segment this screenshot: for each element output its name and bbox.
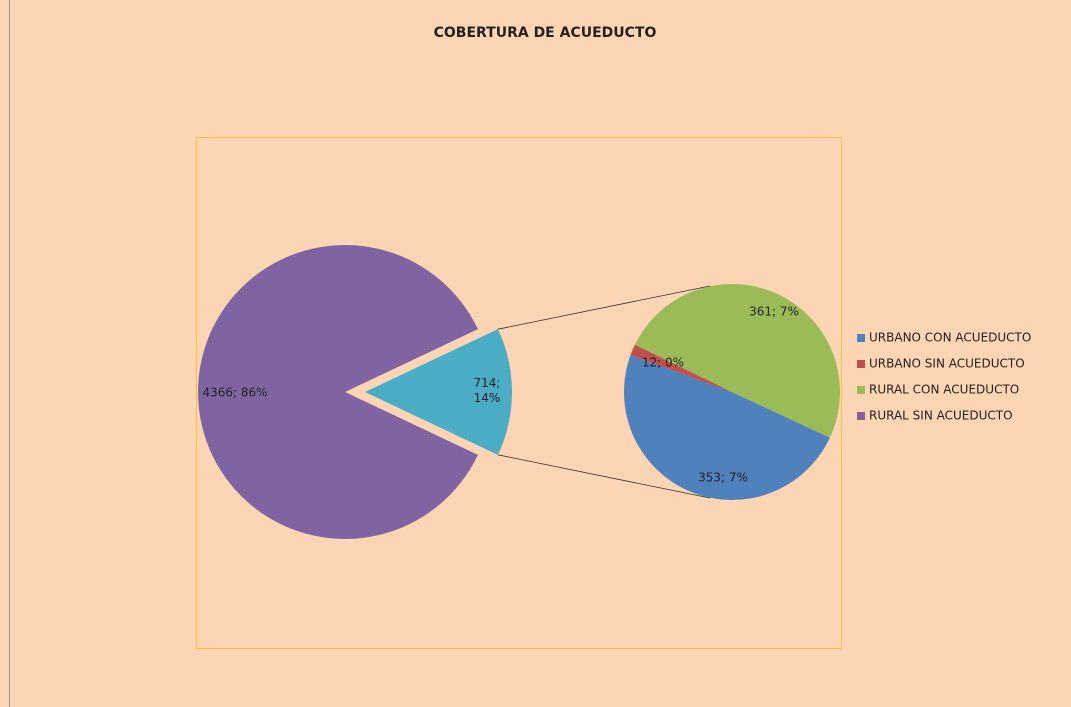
pie-slice bbox=[624, 354, 830, 500]
data-label: 714; 14% bbox=[473, 376, 501, 405]
data-label: 4366; 86% bbox=[202, 386, 267, 400]
legend-swatch bbox=[857, 360, 865, 368]
legend-label: RURAL CON ACUEDUCTO bbox=[869, 383, 1019, 397]
pie-slice bbox=[630, 344, 732, 392]
legend-label: URBANO CON ACUEDUCTO bbox=[869, 331, 1031, 345]
legend-label: RURAL SIN ACUEDUCTO bbox=[869, 409, 1013, 423]
pie-slice bbox=[365, 329, 512, 455]
connector-line bbox=[497, 454, 711, 499]
legend-swatch bbox=[857, 334, 865, 342]
data-label-box: 714; 14% bbox=[473, 376, 501, 405]
data-label: 353; 7% bbox=[698, 471, 748, 485]
plot-area bbox=[196, 137, 842, 649]
pie-slice bbox=[198, 244, 478, 539]
legend-swatch bbox=[857, 386, 865, 394]
pie-slice bbox=[634, 284, 840, 438]
data-label: 361; 7% bbox=[749, 305, 799, 319]
data-label: 12; 0% bbox=[642, 356, 684, 370]
connector-line bbox=[497, 285, 711, 330]
chart-title: COBERTURA DE ACUEDUCTO bbox=[434, 25, 657, 41]
legend-label: URBANO SIN ACUEDUCTO bbox=[869, 357, 1025, 371]
legend-swatch bbox=[857, 412, 865, 420]
